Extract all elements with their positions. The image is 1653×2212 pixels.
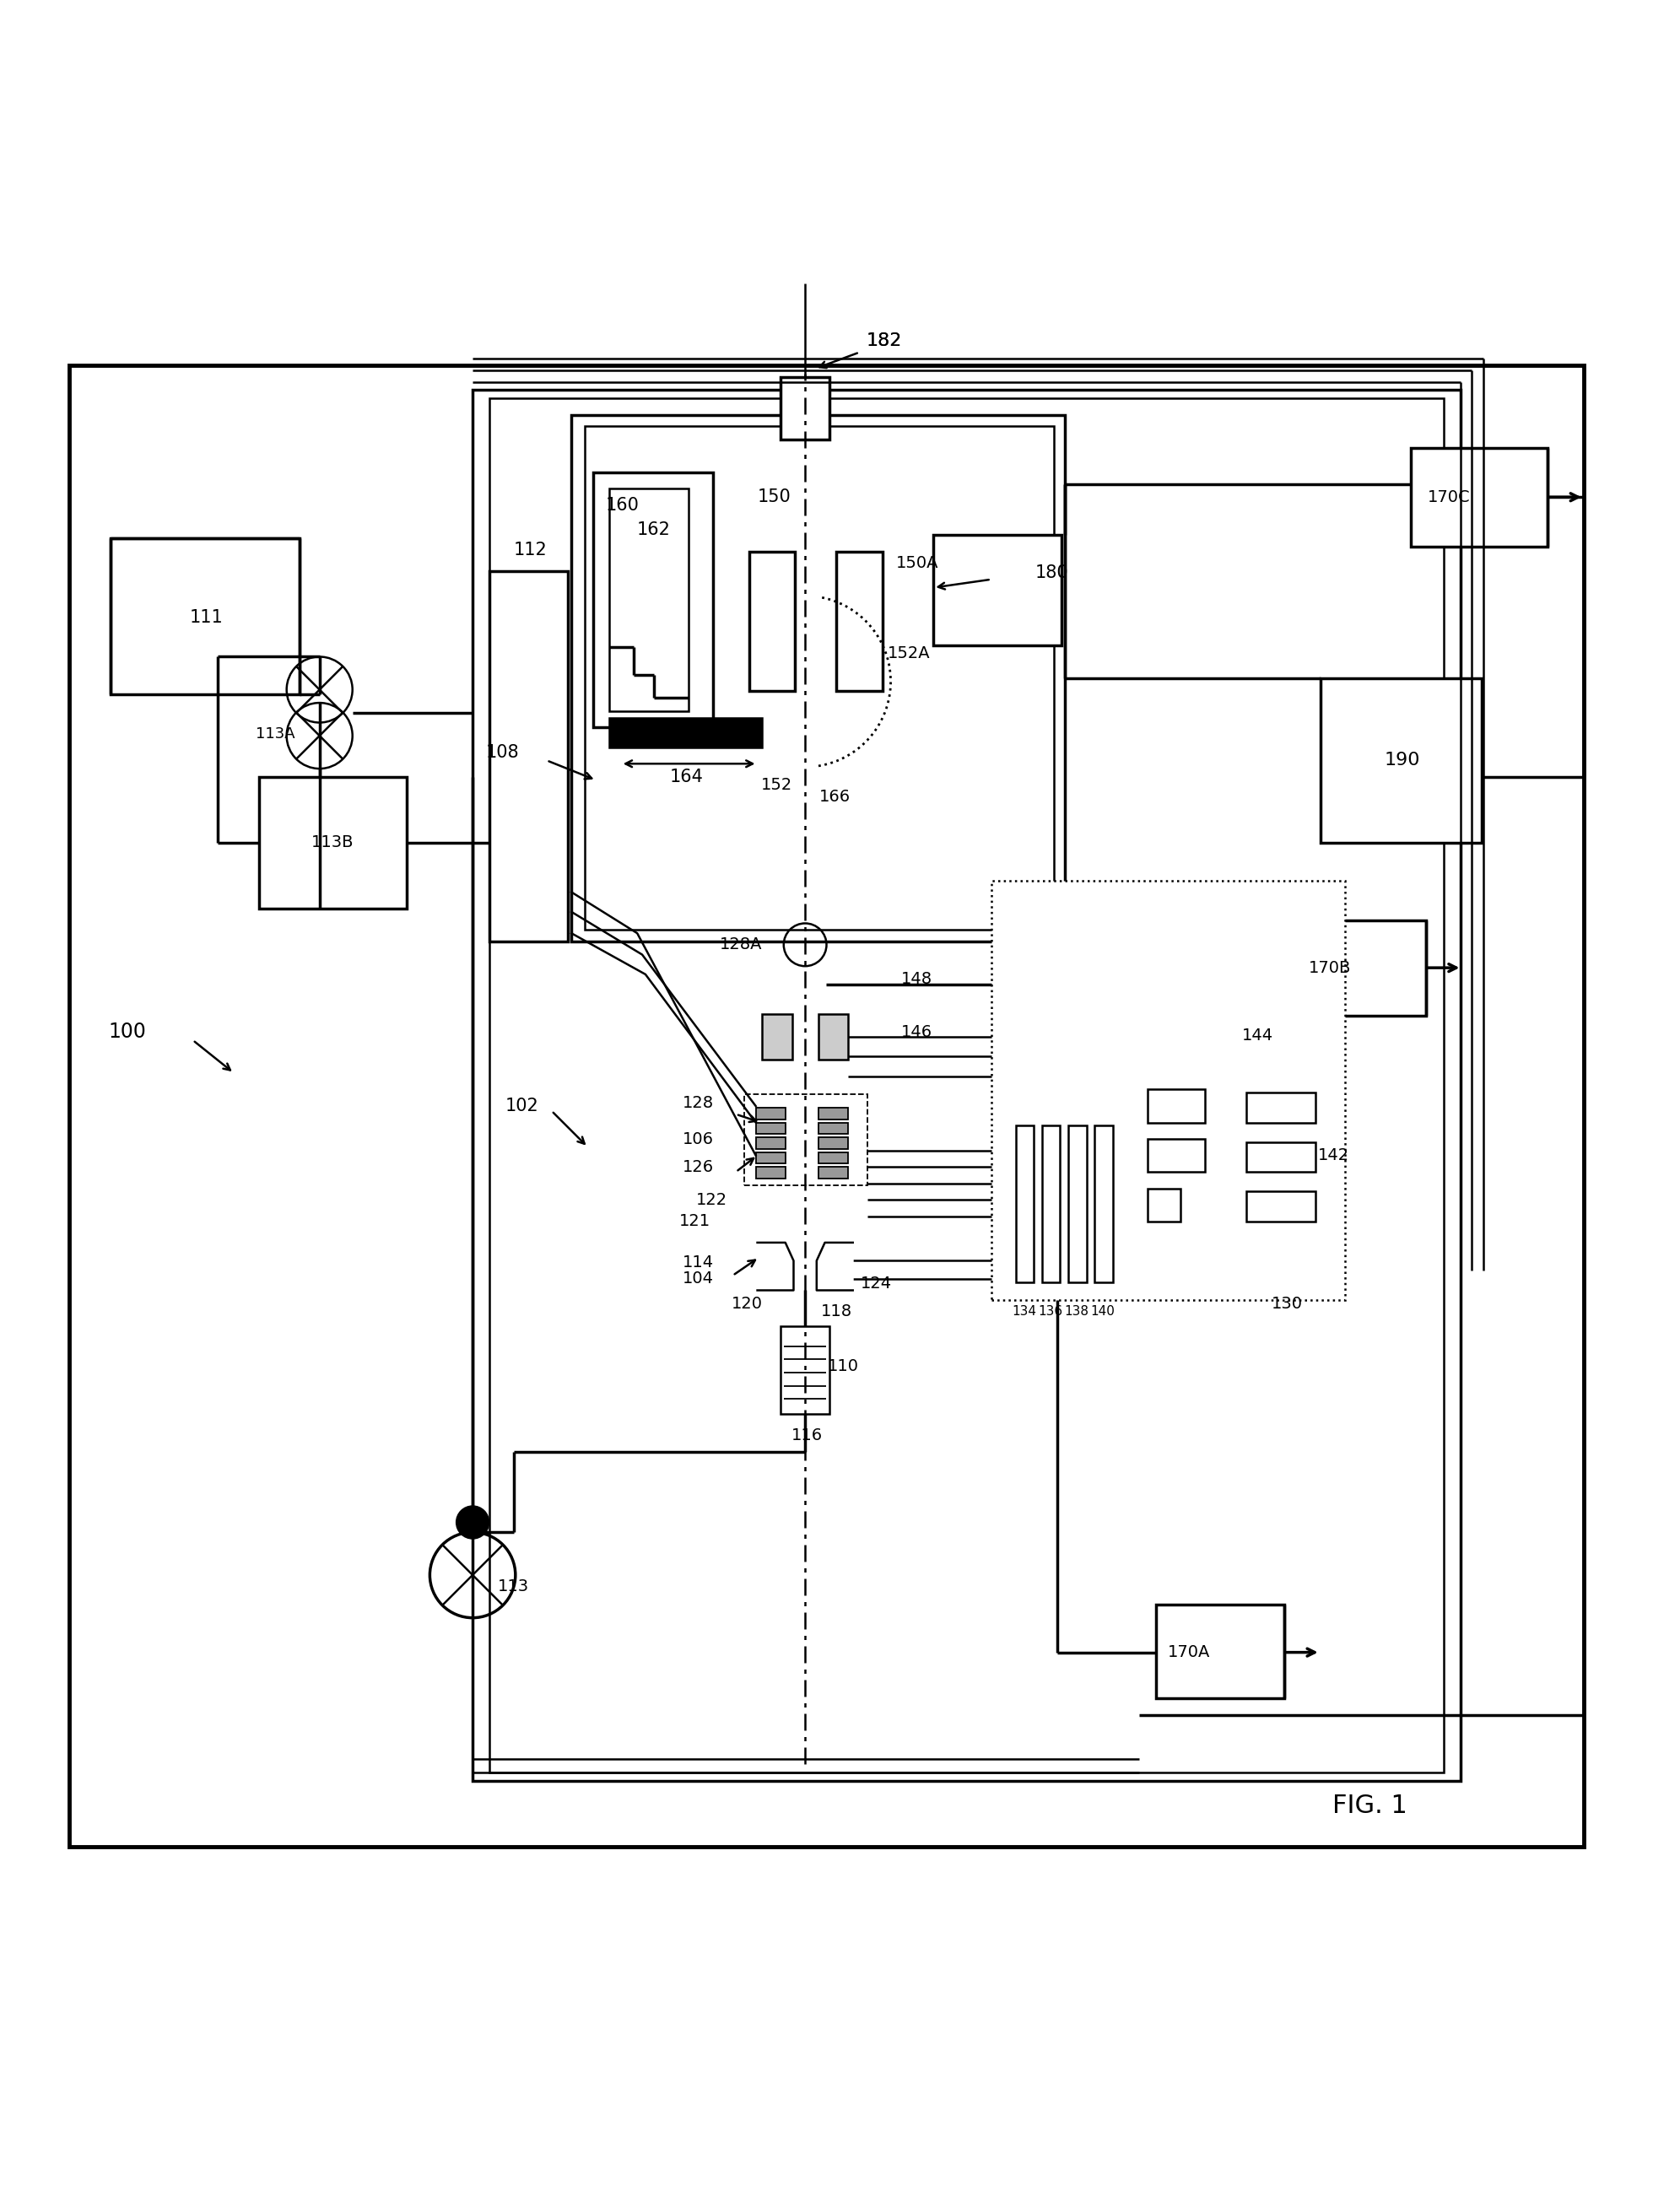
Bar — [1041, 1126, 1060, 1283]
Text: 148: 148 — [901, 971, 932, 987]
Bar — [610, 489, 688, 710]
Bar — [818, 1168, 848, 1179]
Text: 106: 106 — [683, 1130, 714, 1148]
Text: 128: 128 — [683, 1095, 714, 1110]
Bar — [762, 1013, 792, 1060]
Bar — [593, 473, 712, 728]
Text: 146: 146 — [901, 1024, 932, 1040]
Text: 116: 116 — [792, 1427, 823, 1442]
Bar — [585, 427, 1053, 929]
Bar — [489, 571, 569, 942]
Text: 136: 136 — [1038, 1305, 1063, 1318]
Text: 160: 160 — [605, 498, 640, 513]
Text: 118: 118 — [820, 1303, 851, 1321]
Bar — [992, 880, 1346, 1301]
Text: 152: 152 — [762, 776, 793, 794]
Text: 190: 190 — [1385, 752, 1420, 770]
Text: 144: 144 — [1241, 1026, 1273, 1044]
Text: 150A: 150A — [896, 555, 939, 571]
Text: 130: 130 — [1271, 1296, 1303, 1312]
Text: 112: 112 — [514, 542, 547, 557]
Text: 113: 113 — [498, 1579, 529, 1595]
Bar — [473, 389, 1460, 1781]
Text: 122: 122 — [696, 1192, 727, 1208]
Text: 164: 164 — [669, 768, 704, 785]
Text: 150: 150 — [757, 489, 790, 507]
Bar — [744, 1095, 868, 1186]
Polygon shape — [817, 1243, 853, 1290]
Bar — [1246, 1141, 1316, 1172]
Text: 182: 182 — [866, 332, 903, 349]
Bar — [780, 1327, 830, 1413]
Bar — [836, 551, 883, 692]
Bar — [1147, 1091, 1205, 1121]
Bar — [755, 1137, 785, 1148]
Bar — [258, 776, 407, 909]
Text: 100: 100 — [107, 1022, 145, 1042]
Text: 170A: 170A — [1167, 1644, 1210, 1661]
Text: 170C: 170C — [1427, 489, 1470, 504]
Bar — [755, 1121, 785, 1135]
Text: 113B: 113B — [311, 834, 354, 852]
Bar — [1147, 1188, 1180, 1221]
Bar — [1246, 1093, 1316, 1121]
Text: 102: 102 — [506, 1097, 539, 1115]
Text: 180: 180 — [1035, 564, 1069, 582]
Text: 126: 126 — [683, 1159, 714, 1175]
Bar — [1298, 920, 1425, 1015]
Bar — [1321, 679, 1481, 843]
Polygon shape — [757, 1243, 793, 1290]
Bar — [818, 1137, 848, 1148]
Text: 124: 124 — [860, 1276, 891, 1292]
Text: 142: 142 — [1317, 1148, 1349, 1164]
Text: 162: 162 — [636, 522, 671, 538]
Text: 166: 166 — [820, 790, 850, 805]
Bar — [818, 1013, 848, 1060]
Text: 128A: 128A — [719, 936, 762, 953]
Bar — [1017, 1126, 1033, 1283]
Bar — [818, 1152, 848, 1164]
Bar — [1147, 1139, 1205, 1172]
Circle shape — [456, 1506, 489, 1540]
Bar — [934, 535, 1061, 646]
Bar — [755, 1152, 785, 1164]
Text: 110: 110 — [828, 1358, 858, 1374]
Text: 111: 111 — [188, 608, 223, 626]
Bar — [1068, 1126, 1086, 1283]
Bar — [755, 1168, 785, 1179]
Bar — [780, 376, 830, 440]
Text: 134: 134 — [1012, 1305, 1036, 1318]
Bar — [755, 1108, 785, 1119]
Text: 114: 114 — [683, 1254, 714, 1270]
Bar — [489, 398, 1443, 1772]
Text: 113A: 113A — [256, 726, 294, 741]
Bar — [749, 551, 795, 692]
Text: 140: 140 — [1091, 1305, 1116, 1318]
Text: FIG. 1: FIG. 1 — [1332, 1794, 1407, 1818]
Text: 121: 121 — [679, 1212, 711, 1230]
Bar — [1246, 1192, 1316, 1221]
Bar — [1155, 1604, 1284, 1699]
Text: 170B: 170B — [1309, 960, 1352, 975]
Text: 108: 108 — [486, 743, 519, 761]
Text: 152A: 152A — [888, 646, 931, 661]
Text: 182: 182 — [866, 332, 903, 349]
Bar — [111, 538, 299, 695]
Bar — [818, 1108, 848, 1119]
Bar — [610, 717, 762, 748]
Text: 104: 104 — [683, 1270, 714, 1287]
Text: 138: 138 — [1065, 1305, 1089, 1318]
Bar — [572, 416, 1065, 942]
Bar — [1410, 447, 1547, 546]
Text: 120: 120 — [732, 1296, 764, 1312]
Bar — [818, 1121, 848, 1135]
Bar — [1094, 1126, 1112, 1283]
